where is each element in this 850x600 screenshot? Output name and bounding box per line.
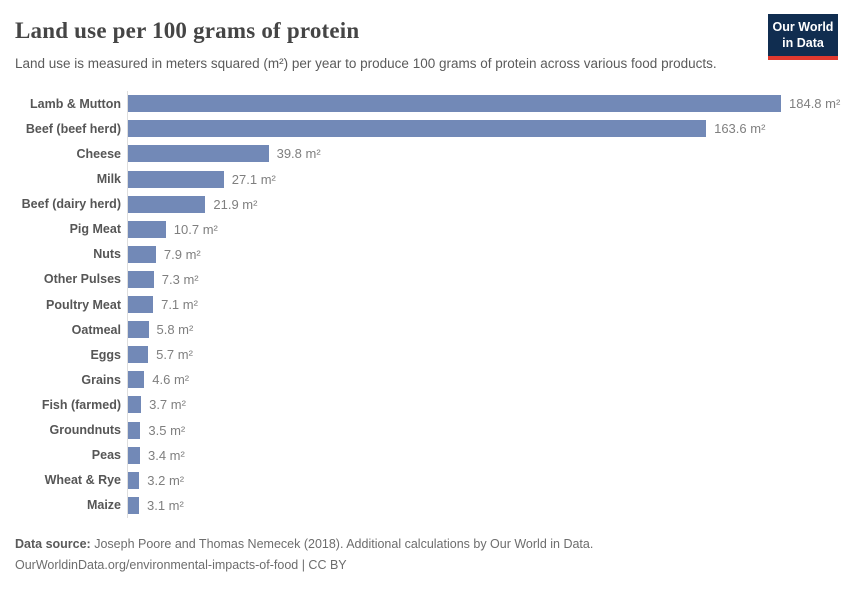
chart-row: Other Pulses 7.3 m² [15,266,835,292]
data-source-label: Data source: [15,536,91,551]
value-label: 7.9 m² [163,246,201,262]
chart-row: Milk 27.1 m² [15,166,835,192]
owid-logo-red-strip [768,55,838,60]
value-label: 27.1 m² [231,171,276,187]
bar[interactable] [128,195,206,213]
chart-row: Groundnuts 3.5 m² [15,417,835,443]
category-label: Fish (farmed) [41,397,121,412]
chart-subtitle: Land use is measured in meters squared (… [15,56,717,71]
bar-track: 27.1 m² [127,166,835,192]
bar[interactable] [128,245,156,263]
bar[interactable] [128,421,141,439]
chart-row: Lamb & Mutton 184.8 m² [15,91,840,117]
bar[interactable] [128,170,224,188]
bar-track: 7.1 m² [127,292,835,318]
owid-logo-box: Our World in Data [768,14,838,56]
chart-row: Cheese 39.8 m² [15,141,835,167]
category-label: Lamb & Mutton [30,96,121,111]
chart-footer: Data source: Joseph Poore and Thomas Nem… [15,534,835,577]
data-source-line: Data source: Joseph Poore and Thomas Nem… [15,534,835,555]
value-label: 3.7 m² [149,397,186,413]
bar[interactable] [128,120,707,138]
category-label: Beef (dairy herd) [21,197,121,212]
bar-track: 39.8 m² [127,141,835,167]
value-label: 39.8 m² [276,146,321,162]
bar-track: 5.7 m² [127,342,835,368]
category-label: Pig Meat [69,222,121,237]
chart-row: Wheat & Rye 3.2 m² [15,467,835,493]
value-label: 7.1 m² [161,297,198,313]
data-source-text: Joseph Poore and Thomas Nemecek (2018). … [94,536,594,551]
bar[interactable] [128,95,781,113]
chart-row: Fish (farmed) 3.7 m² [15,392,835,418]
chart-row: Pig Meat 10.7 m² [15,216,835,242]
bar-track: 21.9 m² [127,191,835,217]
bar-track: 4.6 m² [127,367,835,393]
value-label: 184.8 m² [789,96,841,112]
bar-track: 3.5 m² [127,417,835,443]
bar[interactable] [128,471,140,489]
bar[interactable] [128,446,140,464]
category-label: Milk [96,172,121,187]
owid-logo-line1: Our World [772,20,834,34]
chart-row: Peas 3.4 m² [15,442,835,468]
bar[interactable] [128,321,149,339]
value-label: 163.6 m² [714,121,766,137]
bar[interactable] [128,396,142,414]
owid-logo[interactable]: Our World in Data [768,14,838,60]
bar[interactable] [128,220,166,238]
attribution-link[interactable]: OurWorldinData.org/environmental-impacts… [15,558,347,573]
bar-track: 7.3 m² [127,266,835,292]
value-label: 5.7 m² [156,347,193,363]
value-label: 10.7 m² [173,221,218,237]
chart-row: Poultry Meat 7.1 m² [15,292,835,318]
value-label: 5.8 m² [156,322,194,338]
bar[interactable] [128,145,269,163]
chart-row: Nuts 7.9 m² [15,241,835,267]
value-label: 4.6 m² [152,372,190,388]
bar[interactable] [128,371,145,389]
bar[interactable] [128,296,154,314]
value-label: 3.2 m² [147,472,185,488]
bar-track: 7.9 m² [127,241,835,267]
chart-row: Oatmeal 5.8 m² [15,317,835,343]
value-label: 7.3 m² [161,271,199,287]
bar-track: 163.6 m² [127,116,835,142]
category-label: Maize [86,498,121,513]
category-label: Groundnuts [49,423,121,438]
chart-row: Maize 3.1 m² [15,492,835,518]
category-label: Cheese [76,146,121,161]
value-label: 21.9 m² [213,196,258,212]
bar-track: 184.8 m² [127,91,841,117]
bar-track: 3.4 m² [127,442,835,468]
category-label: Oatmeal [71,322,121,337]
chart-row: Beef (dairy herd) 21.9 m² [15,191,835,217]
chart-row: Beef (beef herd) 163.6 m² [15,116,835,142]
bar-chart: Lamb & Mutton 184.8 m² Beef (beef herd) 163… [15,91,840,518]
chart-row: Eggs 5.7 m² [15,342,835,368]
chart-row: Grains 4.6 m² [15,367,835,393]
category-label: Beef (beef herd) [25,121,121,136]
category-label: Wheat & Rye [44,473,121,488]
page-title: Land use per 100 grams of protein [15,18,360,43]
bar[interactable] [128,270,154,288]
bar[interactable] [128,496,139,514]
value-label: 3.1 m² [147,497,184,513]
category-label: Grains [81,372,121,387]
bar-track: 5.8 m² [127,317,835,343]
category-label: Eggs [90,347,121,362]
category-label: Other Pulses [43,272,121,287]
bar-track: 3.7 m² [127,392,835,418]
bar-track: 10.7 m² [127,216,835,242]
bar-track: 3.1 m² [127,492,835,518]
owid-logo-line2: in Data [782,36,824,51]
bar[interactable] [128,346,149,364]
value-label: 3.4 m² [148,447,185,463]
value-label: 3.5 m² [148,422,186,438]
category-label: Nuts [93,247,121,262]
bar-track: 3.2 m² [127,467,835,493]
category-label: Peas [91,448,121,463]
category-label: Poultry Meat [45,297,121,312]
